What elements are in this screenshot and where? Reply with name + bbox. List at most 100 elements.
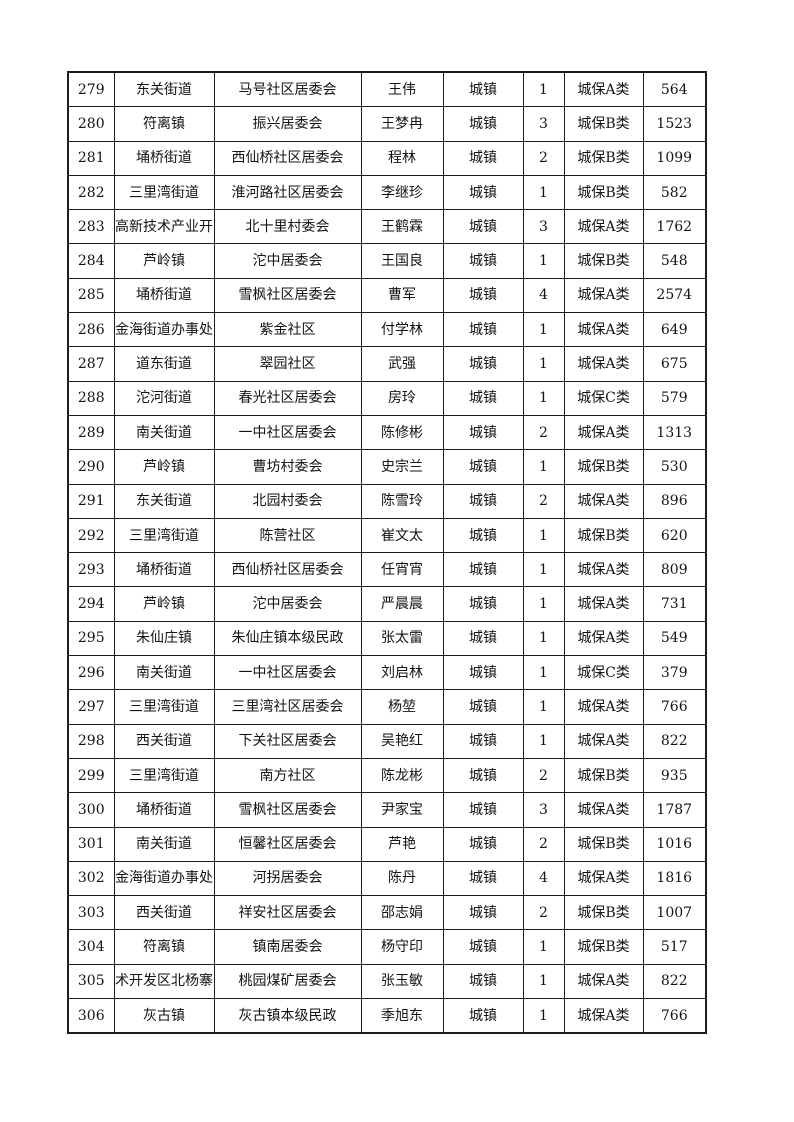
amount-cell: 2574 [642,277,707,314]
table-row: 294 芦岭镇 沱中居委会 严晨晨 城镇 1 城保A类 731 [67,586,707,622]
person-name-cell: 房玲 [360,380,444,416]
table-body: 279 东关街道 马号社区居委会 王伟 城镇 1 城保A类 564 280 符离镇 振兴居委会 王梦冉… [67,71,707,1034]
table-row: 292 三里湾街道 陈营社区 崔文太 城镇 1 城保B类 620 [67,517,707,554]
count-cell: 1 [522,312,565,348]
residence-type-cell: 城镇 [442,620,524,657]
table-row: 286 金海街道办事处 紫金社区 付学林 城镇 1 城保A类 649 [67,312,707,348]
insurance-category-cell: 城保A类 [563,620,644,657]
district-cell: 符离镇 [113,106,215,142]
seq-cell: 294 [67,586,115,622]
amount-cell: 1762 [642,209,707,245]
community-cell: 淮河路社区居委会 [213,174,362,211]
person-name-cell: 刘启林 [360,655,444,691]
insurance-category-cell: 城保A类 [563,860,644,897]
person-name-cell: 邵志娟 [360,895,444,931]
insurance-category-cell: 城保A类 [563,552,644,588]
person-name-cell: 张太雷 [360,620,444,657]
community-cell: 一中社区居委会 [213,414,362,451]
community-cell: 桃园煤矿居委会 [213,963,362,1000]
amount-cell: 1007 [642,895,707,931]
seq-cell: 289 [67,414,115,451]
district-cell: 芦岭镇 [113,449,215,485]
residence-type-cell: 城镇 [442,106,524,142]
table-row: 296 南关街道 一中社区居委会 刘启林 城镇 1 城保C类 379 [67,655,707,691]
insurance-category-cell: 城保A类 [563,483,644,519]
seq-cell: 281 [67,140,115,176]
count-cell: 2 [522,757,565,794]
person-name-cell: 曹军 [360,277,444,314]
residence-type-cell: 城镇 [442,655,524,691]
count-cell: 4 [522,277,565,314]
count-cell: 3 [522,792,565,828]
amount-cell: 582 [642,174,707,211]
table-row: 304 符离镇 镇南居委会 杨守印 城镇 1 城保B类 517 [67,929,707,965]
district-cell: 西关街道 [113,723,215,759]
count-cell: 1 [522,380,565,416]
district-cell: 埇桥街道 [113,277,215,314]
person-name-cell: 崔文太 [360,517,444,554]
table-row: 281 埇桥街道 西仙桥社区居委会 程林 城镇 2 城保B类 1099 [67,140,707,176]
count-cell: 2 [522,140,565,176]
person-name-cell: 武强 [360,346,444,382]
person-name-cell: 程林 [360,140,444,176]
amount-cell: 1016 [642,826,707,862]
residence-type-cell: 城镇 [442,895,524,931]
seq-cell: 296 [67,655,115,691]
count-cell: 1 [522,552,565,588]
seq-cell: 291 [67,483,115,519]
table-row: 290 芦岭镇 曹坊村委会 史宗兰 城镇 1 城保B类 530 [67,449,707,485]
residence-type-cell: 城镇 [442,243,524,279]
residence-type-cell: 城镇 [442,723,524,759]
count-cell: 4 [522,860,565,897]
amount-cell: 935 [642,757,707,794]
community-cell: 灰古镇本级民政 [213,998,362,1034]
amount-cell: 766 [642,689,707,725]
residence-type-cell: 城镇 [442,963,524,1000]
seq-cell: 298 [67,723,115,759]
person-name-cell: 陈修彬 [360,414,444,451]
district-cell: 东关街道 [113,71,215,108]
residence-type-cell: 城镇 [442,346,524,382]
seq-cell: 286 [67,312,115,348]
count-cell: 1 [522,346,565,382]
district-cell: 埇桥街道 [113,140,215,176]
community-cell: 祥安社区居委会 [213,895,362,931]
district-cell: 灰古镇 [113,998,215,1034]
community-cell: 振兴居委会 [213,106,362,142]
insurance-category-cell: 城保A类 [563,998,644,1034]
amount-cell: 675 [642,346,707,382]
amount-cell: 548 [642,243,707,279]
district-cell: 南关街道 [113,655,215,691]
insurance-category-cell: 城保A类 [563,963,644,1000]
residence-type-cell: 城镇 [442,689,524,725]
seq-cell: 288 [67,380,115,416]
insurance-category-cell: 城保A类 [563,346,644,382]
table-row: 279 东关街道 马号社区居委会 王伟 城镇 1 城保A类 564 [67,71,707,108]
seq-cell: 290 [67,449,115,485]
table-row: 302 金海街道办事处 河拐居委会 陈丹 城镇 4 城保A类 1816 [67,860,707,897]
residence-type-cell: 城镇 [442,174,524,211]
person-name-cell: 杨堃 [360,689,444,725]
community-cell: 雪枫社区居委会 [213,277,362,314]
community-cell: 春光社区居委会 [213,380,362,416]
count-cell: 1 [522,586,565,622]
district-cell: 道东街道 [113,346,215,382]
insurance-category-cell: 城保A类 [563,689,644,725]
community-cell: 紫金社区 [213,312,362,348]
table-row: 298 西关街道 下关社区居委会 吴艳红 城镇 1 城保A类 822 [67,723,707,759]
insurance-category-cell: 城保A类 [563,792,644,828]
seq-cell: 299 [67,757,115,794]
district-cell: 沱河街道 [113,380,215,416]
seq-cell: 287 [67,346,115,382]
community-cell: 三里湾社区居委会 [213,689,362,725]
community-cell: 北园村委会 [213,483,362,519]
person-name-cell: 王国良 [360,243,444,279]
seq-cell: 279 [67,71,115,108]
seq-cell: 282 [67,174,115,211]
count-cell: 2 [522,826,565,862]
count-cell: 1 [522,449,565,485]
count-cell: 1 [522,517,565,554]
insurance-category-cell: 城保B类 [563,449,644,485]
amount-cell: 822 [642,723,707,759]
